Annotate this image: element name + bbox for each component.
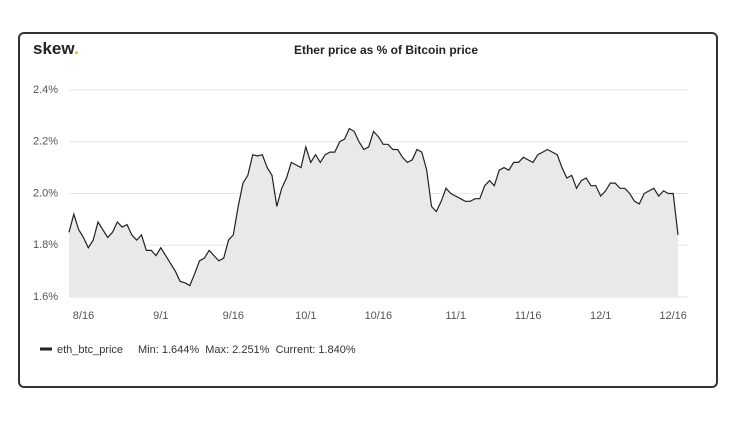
area [69,128,678,297]
x-tick-label: 12/16 [659,310,687,322]
brand-name: skew [33,39,75,58]
x-tick-label: 11/1 [445,310,466,322]
x-tick-label: 11/16 [515,310,542,322]
x-tick-label: 10/16 [365,310,393,322]
legend-label: eth_btc_price [57,344,123,356]
x-tick-label: 9/16 [223,310,244,322]
x-tick-label: 8/16 [73,310,94,322]
y-tick-label: 2.0% [33,187,58,199]
y-tick-label: 2.4% [33,84,58,96]
brand: skew. [33,39,79,58]
legend-stats: Min: 1.644% Max: 2.251% Current: 1.840% [138,344,356,356]
brand-dot: . [74,39,79,58]
y-tick-label: 1.8% [33,239,58,251]
chart-title: Ether price as % of Bitcoin price [294,43,478,57]
x-tick-label: 12/1 [590,310,611,322]
y-tick-label: 2.2% [33,136,58,148]
x-tick-label: 9/1 [153,310,168,322]
line [68,127,679,287]
y-tick-label: 1.6% [33,291,58,303]
x-tick-label: 10/1 [295,310,316,322]
